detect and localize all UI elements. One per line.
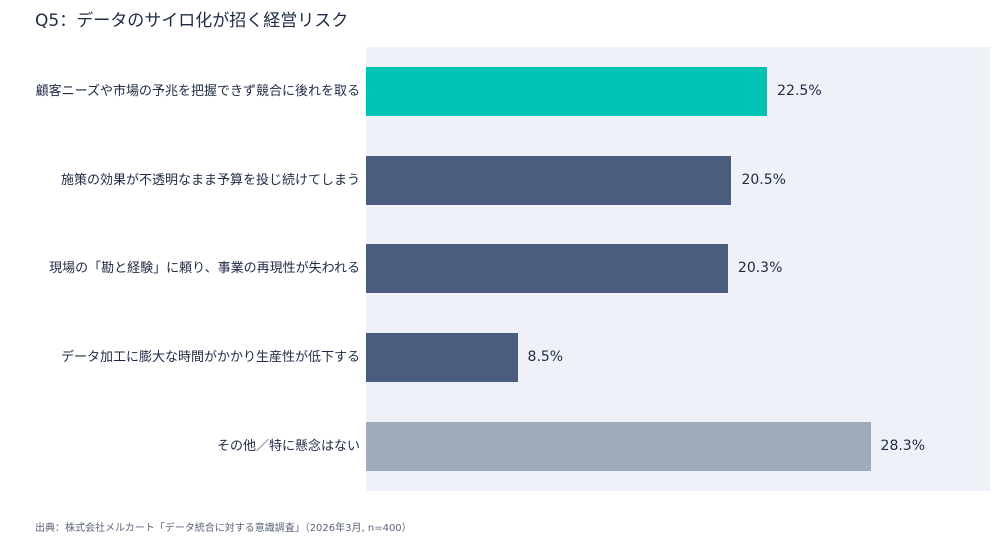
category-label: 現場の「勘と経験」に頼り、事業の再現性が失われる: [49, 260, 360, 276]
category-label: 顧客ニーズや市場の予兆を把握できず競合に後れを取る: [35, 83, 360, 99]
value-label: 8.5%: [527, 348, 564, 365]
value-label: 28.3%: [880, 437, 926, 454]
category-label: その他／特に懸念はない: [216, 438, 360, 454]
value-label: 22.5%: [777, 82, 822, 99]
chart-title: Q5：データのサイロ化が招く経営リスク: [35, 11, 349, 31]
value-label: 20.3%: [737, 259, 783, 276]
value-label: 20.5%: [741, 171, 786, 188]
source-note: 出典：株式会社メルカート「データ統合に対する意識調査」（2026年3月, n=4…: [35, 523, 412, 534]
bar: [366, 156, 732, 205]
bar: [366, 244, 728, 293]
bar: [366, 67, 768, 116]
category-label: データ加工に膨大な時間がかかり生産性が低下する: [60, 349, 360, 365]
bar: [366, 333, 518, 382]
bar: [366, 422, 871, 471]
category-label: 施策の効果が不透明なまま予算を投じ続けてしまう: [60, 172, 360, 188]
